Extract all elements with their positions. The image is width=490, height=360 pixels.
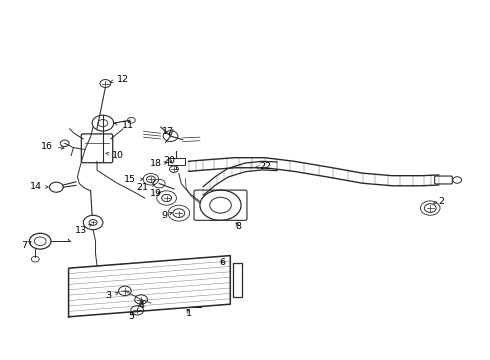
Text: 9: 9 [162,211,172,220]
Text: 1: 1 [186,309,192,318]
Text: 19: 19 [150,189,162,198]
Text: 17: 17 [162,127,174,136]
Text: 7: 7 [21,241,31,250]
Text: 15: 15 [124,175,143,184]
Text: 14: 14 [30,182,48,191]
Text: 20: 20 [164,156,175,165]
Text: 16: 16 [41,143,64,152]
Text: 3: 3 [106,292,118,300]
Text: 8: 8 [235,222,241,231]
Text: 13: 13 [75,224,91,235]
Text: 5: 5 [128,312,134,321]
Text: 12: 12 [110,75,128,84]
Text: 10: 10 [106,151,123,160]
Text: 18: 18 [150,159,167,168]
Text: 22: 22 [256,162,271,171]
Text: 2: 2 [433,197,444,206]
Text: 6: 6 [220,258,225,266]
Text: 21: 21 [136,183,155,192]
Bar [233,263,242,297]
Bar [168,158,185,165]
Text: 4: 4 [138,301,144,310]
Text: 11: 11 [115,121,133,130]
